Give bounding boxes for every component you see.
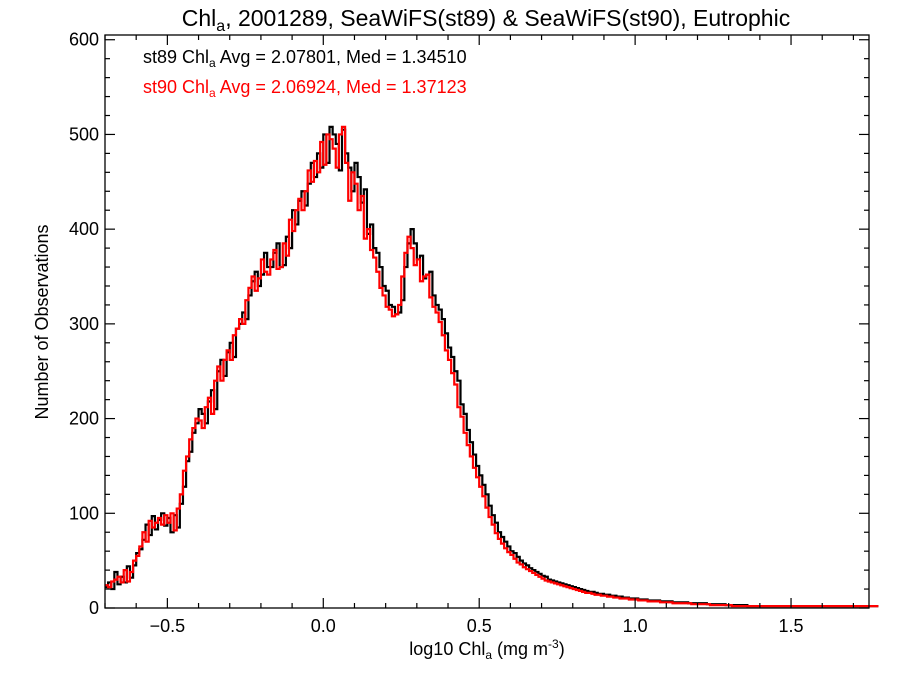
annotation-st89: st89 Chla Avg = 2.07801, Med = 1.34510 [143, 47, 467, 70]
x-tick-label: −0.5 [150, 616, 186, 636]
y-tick-label: 100 [69, 503, 99, 523]
x-tick-label: 1.5 [779, 616, 804, 636]
ticks-layer: −0.5 0.0 0.5 1.0 1.5 0 100 200 300 400 500 600 [69, 30, 869, 636]
x-axis-label: log10 Chla (mg m-3) [409, 637, 564, 662]
y-tick-label: 500 [69, 124, 99, 144]
y-tick-label: 300 [69, 314, 99, 334]
y-tick-label: 0 [89, 598, 99, 618]
y-axis-label: Number of Observations [32, 224, 52, 419]
chart-title: Chla, 2001289, SeaWiFS(st89) & SeaWiFS(s… [182, 5, 790, 35]
x-tick-label: 0.0 [311, 616, 336, 636]
series-layer [105, 125, 879, 608]
annotation-st90: st90 Chla Avg = 2.06924, Med = 1.37123 [143, 77, 467, 100]
y-tick-label: 600 [69, 30, 99, 50]
plot-frame [104, 34, 870, 609]
y-tick-label: 200 [69, 409, 99, 429]
series-line-1 [105, 125, 879, 608]
x-tick-label: 1.0 [623, 616, 648, 636]
x-tick-label: 0.5 [467, 616, 492, 636]
y-tick-label: 400 [69, 219, 99, 239]
